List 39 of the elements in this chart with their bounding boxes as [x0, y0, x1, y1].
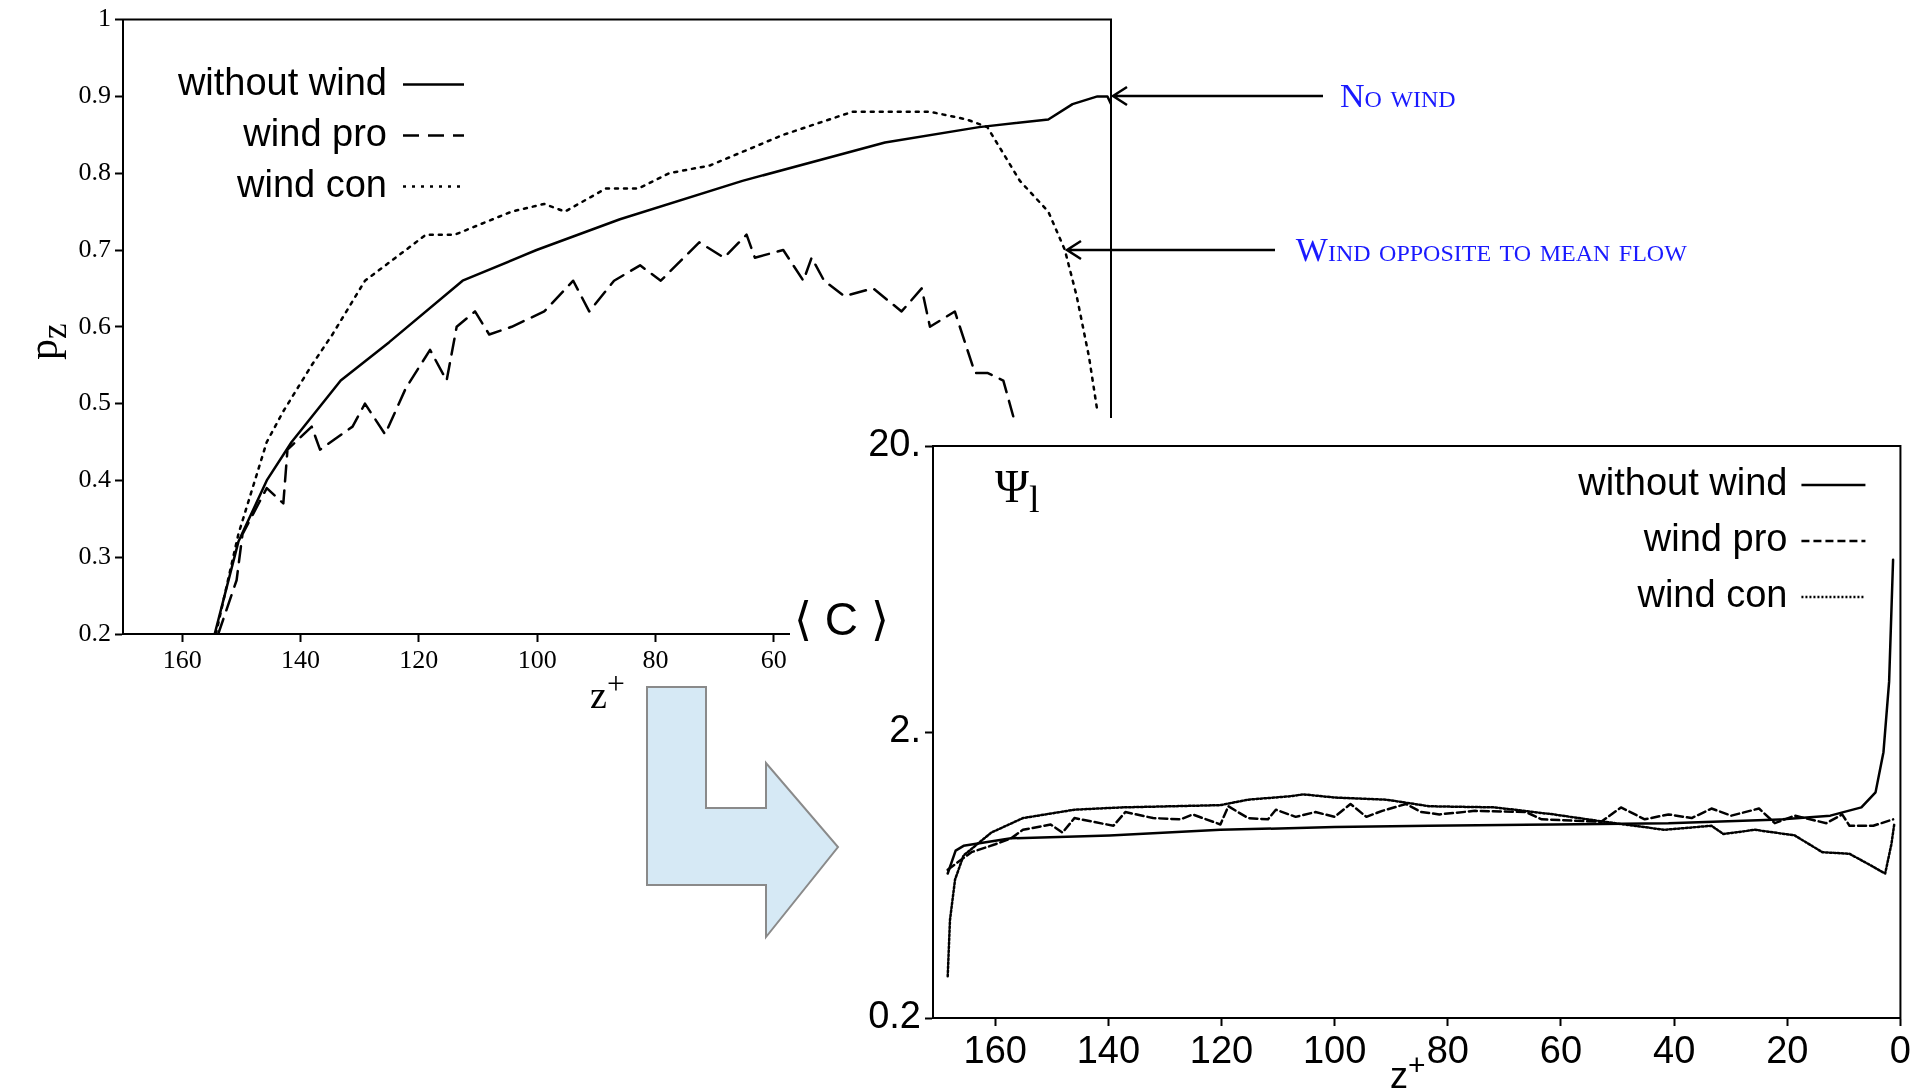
- y-tick-label: 0.4: [78, 464, 111, 494]
- legend-label: wind con: [236, 163, 387, 206]
- y-tick-label: 0.9: [78, 80, 111, 110]
- x-axis-title: z$^{+}$: [590, 666, 625, 716]
- legend-label: wind pro: [242, 112, 387, 155]
- y-axis-title: ⟨ C ⟩: [794, 593, 889, 645]
- y-tick-label: 0.6: [78, 310, 111, 340]
- x-tick-label: 140: [1076, 1029, 1141, 1072]
- annotation: Ψ$_{l}$: [995, 461, 1040, 521]
- x-tick-label: 120: [1189, 1029, 1254, 1072]
- x-tick-label: 20: [1766, 1029, 1809, 1072]
- x-tick-label: 100: [517, 645, 557, 675]
- x-tick-label: 100: [1302, 1029, 1367, 1072]
- x-tick-label: 160: [963, 1029, 1027, 1072]
- legend-label: without wind: [176, 61, 387, 104]
- annotation: No wind: [1340, 77, 1456, 115]
- x-tick-label: 40: [1652, 1029, 1696, 1072]
- x-axis-title: z$^{+}$: [1390, 1048, 1426, 1091]
- x-tick-label: 60: [1539, 1029, 1583, 1072]
- y-tick-label: 20.: [868, 422, 921, 465]
- x-tick-label: 120: [399, 645, 439, 675]
- legend-label: wind pro: [1642, 517, 1788, 560]
- x-tick-label: 140: [280, 645, 320, 675]
- x-tick-label: 0: [1889, 1029, 1911, 1072]
- y-tick-label: 0.5: [78, 387, 111, 417]
- y-tick-label: 2.: [889, 708, 921, 751]
- annotation: Wind opposite to mean flow: [1295, 231, 1687, 268]
- y-tick-label: 0.8: [78, 157, 111, 187]
- x-tick-label: 160: [162, 645, 202, 675]
- y-tick-label: 0.3: [78, 541, 111, 571]
- y-tick-label: 0.7: [78, 233, 111, 263]
- legend-label: wind con: [1636, 573, 1788, 616]
- x-tick-label: 80: [1426, 1029, 1469, 1072]
- y-tick-label: 0.2: [78, 617, 111, 647]
- x-tick-label: 80: [642, 645, 669, 675]
- legend-label: without wind: [1577, 461, 1788, 504]
- y-tick-label: 0.2: [868, 994, 921, 1037]
- y-tick-label: 1: [98, 3, 111, 33]
- x-tick-label: 60: [760, 645, 787, 675]
